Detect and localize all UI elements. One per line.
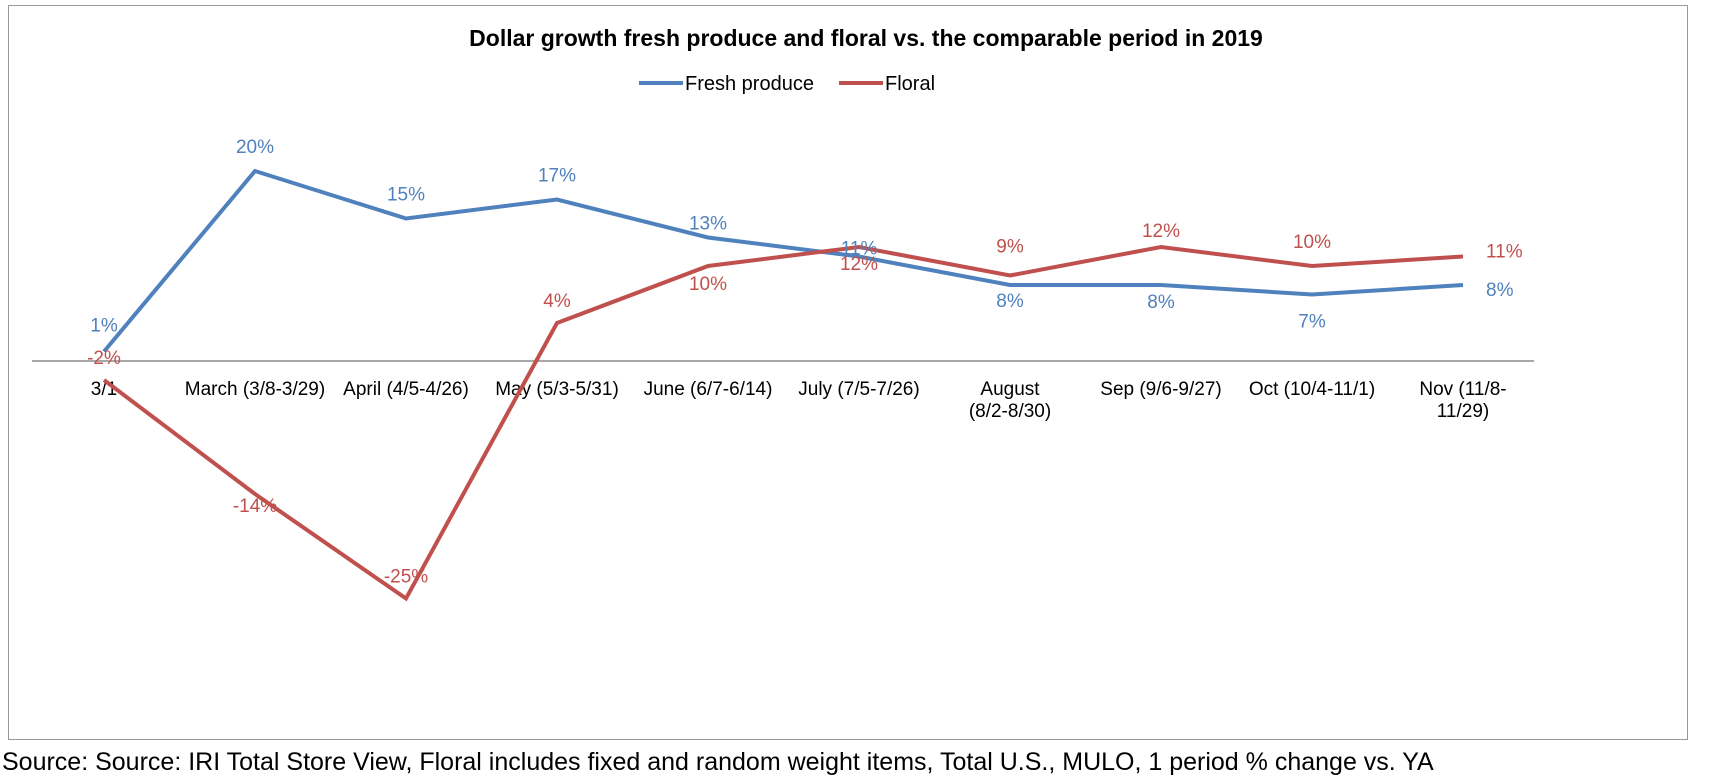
data-label-fresh-produce: 15% [387,185,425,206]
x-tick-label: April (4/5-4/26) [343,379,469,400]
data-label-floral: -25% [384,567,428,588]
source-note: Source: Source: IRI Total Store View, Fl… [2,748,1434,776]
legend-label: Fresh produce [685,73,814,95]
legend-label: Floral [885,73,935,95]
data-label-floral: 11% [1486,242,1523,263]
data-label-fresh-produce: 20% [236,137,274,158]
x-tick-label: Sep (9/6-9/27) [1100,379,1221,400]
x-tick-label: July (7/5-7/26) [798,379,919,400]
data-label-fresh-produce: 17% [538,166,576,187]
x-tick-label: Nov (11/8-11/29) [1419,379,1506,422]
chart-frame: Dollar growth fresh produce and floral v… [8,5,1688,740]
legend: Fresh produce Floral [639,73,935,95]
data-label-floral: 12% [840,254,878,275]
data-label-fresh-produce: 7% [1298,312,1326,333]
x-tick-label: May (5/3-5/31) [495,379,619,400]
chart-title: Dollar growth fresh produce and floral v… [469,25,1263,51]
data-label-floral: 4% [543,291,571,312]
data-label-fresh-produce: 1% [90,316,118,337]
series-line-floral [102,244,1464,602]
line-chart: Dollar growth fresh produce and floral v… [32,25,1534,602]
series-line-fresh-produce [102,168,1464,353]
data-label-fresh-produce: 8% [996,291,1024,312]
data-label-floral: -2% [87,348,121,369]
x-tick-labels: 3/1 March (3/8-3/29) April (4/5-4/26) May (… [91,379,1507,422]
x-tick-label: June (6/7-6/14) [644,379,773,400]
data-label-fresh-produce: 13% [689,214,727,235]
data-label-fresh-produce: 8% [1486,280,1514,301]
data-labels: 1% 20% 15% 17% 13% 11% 8% 8% 7% 8% -2% -14% -25% 4% 10… [87,137,1523,588]
x-tick-label: Oct (10/4-11/1) [1249,379,1375,400]
data-label-fresh-produce: 8% [1147,292,1175,313]
x-tick-label: August (8/2-8/30) [969,379,1051,422]
data-label-floral: 9% [996,237,1024,258]
data-label-floral: -14% [233,496,277,517]
data-label-floral: 12% [1142,221,1180,242]
x-tick-label: March (3/8-3/29) [185,379,325,400]
data-label-floral: 10% [689,274,727,295]
data-label-floral: 10% [1293,232,1331,253]
data-label-fresh-produce: 11% [841,239,878,260]
series-lines [102,168,1464,602]
